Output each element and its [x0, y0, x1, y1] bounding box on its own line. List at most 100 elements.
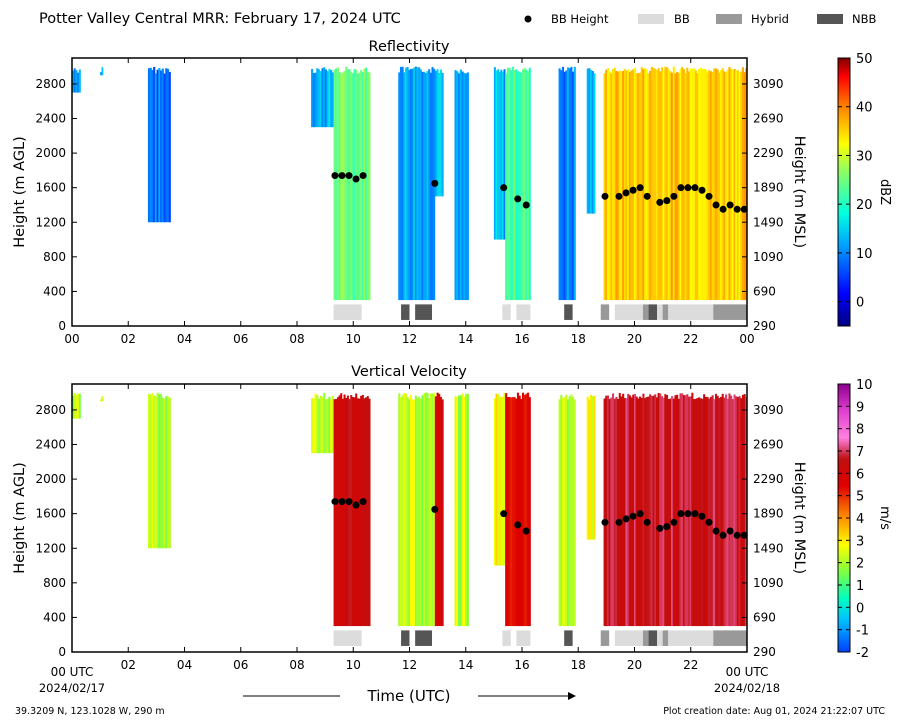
x-tick-label: 06 [233, 332, 248, 346]
precip-column [158, 67, 161, 223]
y-tick-label: 800 [43, 576, 66, 590]
precip-column [659, 71, 662, 301]
precip-column [414, 395, 417, 627]
precip-column [650, 67, 653, 301]
precip-column [625, 70, 628, 301]
precip-column [662, 70, 665, 301]
x-tick-label: 06 [233, 658, 248, 672]
precip-column [341, 398, 344, 627]
bb-height-point [514, 521, 522, 529]
precip-column [605, 395, 608, 627]
bb-height-point [733, 205, 741, 213]
precip-column [319, 71, 322, 128]
bb-flag-bb [614, 304, 643, 320]
precip-column [617, 399, 620, 627]
bb-height-point [740, 205, 748, 213]
precip-column [495, 393, 498, 566]
precip-column [151, 392, 154, 549]
precip-column [154, 73, 157, 223]
colorbar-tick-label: 0 [856, 296, 864, 311]
precip-column [338, 71, 341, 301]
precip-column [333, 69, 336, 301]
bb-flag-nbb [648, 630, 657, 646]
bb-height-point [726, 201, 734, 209]
precip-column [101, 396, 104, 402]
precip-column [350, 395, 353, 627]
precip-column [647, 73, 650, 301]
precip-column [454, 396, 457, 627]
precip-column [413, 399, 416, 627]
precip-column [716, 395, 719, 627]
bb-height-point [740, 531, 748, 539]
x-tick-label: 22 [683, 332, 698, 346]
precip-column [741, 394, 745, 627]
precip-column [434, 70, 437, 197]
precip-column [404, 67, 407, 301]
precip-column [436, 69, 439, 197]
precip-column [355, 69, 358, 301]
precip-column [633, 67, 637, 301]
precip-column [365, 397, 368, 627]
precip-column [615, 397, 618, 627]
precip-column [567, 67, 570, 301]
precip-column [161, 397, 164, 549]
bb-height-point [684, 510, 692, 518]
precip-column [326, 71, 329, 128]
precip-column [613, 67, 616, 301]
precip-column [168, 397, 171, 549]
bb-height-point [345, 172, 353, 180]
precip-column [561, 66, 565, 301]
precip-column [360, 395, 363, 627]
precip-column [317, 398, 321, 454]
precip-column [635, 396, 638, 627]
precip-column [633, 394, 637, 627]
precip-column [606, 68, 610, 301]
precip-column [149, 67, 152, 223]
precip-column [676, 71, 679, 301]
precip-column [328, 396, 331, 454]
precip-column [465, 73, 468, 301]
bb-flag-hybrid [642, 630, 649, 646]
precip-column [75, 70, 78, 93]
precip-column [561, 397, 565, 627]
precip-column [632, 69, 635, 301]
precip-column [615, 70, 618, 301]
precip-column [652, 67, 655, 301]
precip-column [669, 398, 672, 627]
precip-column [409, 69, 412, 301]
precip-column [353, 69, 356, 301]
reflectivity-title: Reflectivity [369, 39, 450, 55]
precip-column [330, 70, 333, 128]
precip-column [316, 395, 319, 454]
bb-flag-bb [516, 630, 531, 646]
bb-height-point [698, 512, 706, 520]
colorbar-tick-label: 10 [856, 247, 873, 262]
precip-column [398, 393, 401, 627]
x-tick-label: 02 [121, 332, 136, 346]
precip-column [610, 397, 613, 627]
precip-column [586, 68, 589, 214]
bb-height-point [431, 505, 439, 513]
precip-column [166, 396, 170, 549]
precip-column [355, 393, 358, 627]
precip-column [454, 70, 457, 301]
x-tick-label: 18 [571, 658, 586, 672]
vertical-velocity-data [72, 392, 748, 646]
legend-nbb-label: NBB [852, 12, 876, 26]
bb-height-point [691, 184, 699, 192]
precip-column [358, 398, 361, 627]
precip-column [728, 393, 731, 627]
precip-column [153, 66, 156, 223]
precip-column [725, 394, 728, 627]
precip-column [660, 396, 664, 627]
bb-height-point [514, 195, 522, 203]
precip-column [78, 69, 81, 93]
bb-height-point [677, 184, 685, 192]
precip-column [649, 70, 652, 301]
precip-column [652, 395, 655, 627]
precip-column [424, 73, 427, 301]
precip-column [713, 399, 716, 627]
bb-height-point [712, 201, 720, 209]
precip-column [351, 396, 354, 627]
precip-column [709, 396, 712, 627]
